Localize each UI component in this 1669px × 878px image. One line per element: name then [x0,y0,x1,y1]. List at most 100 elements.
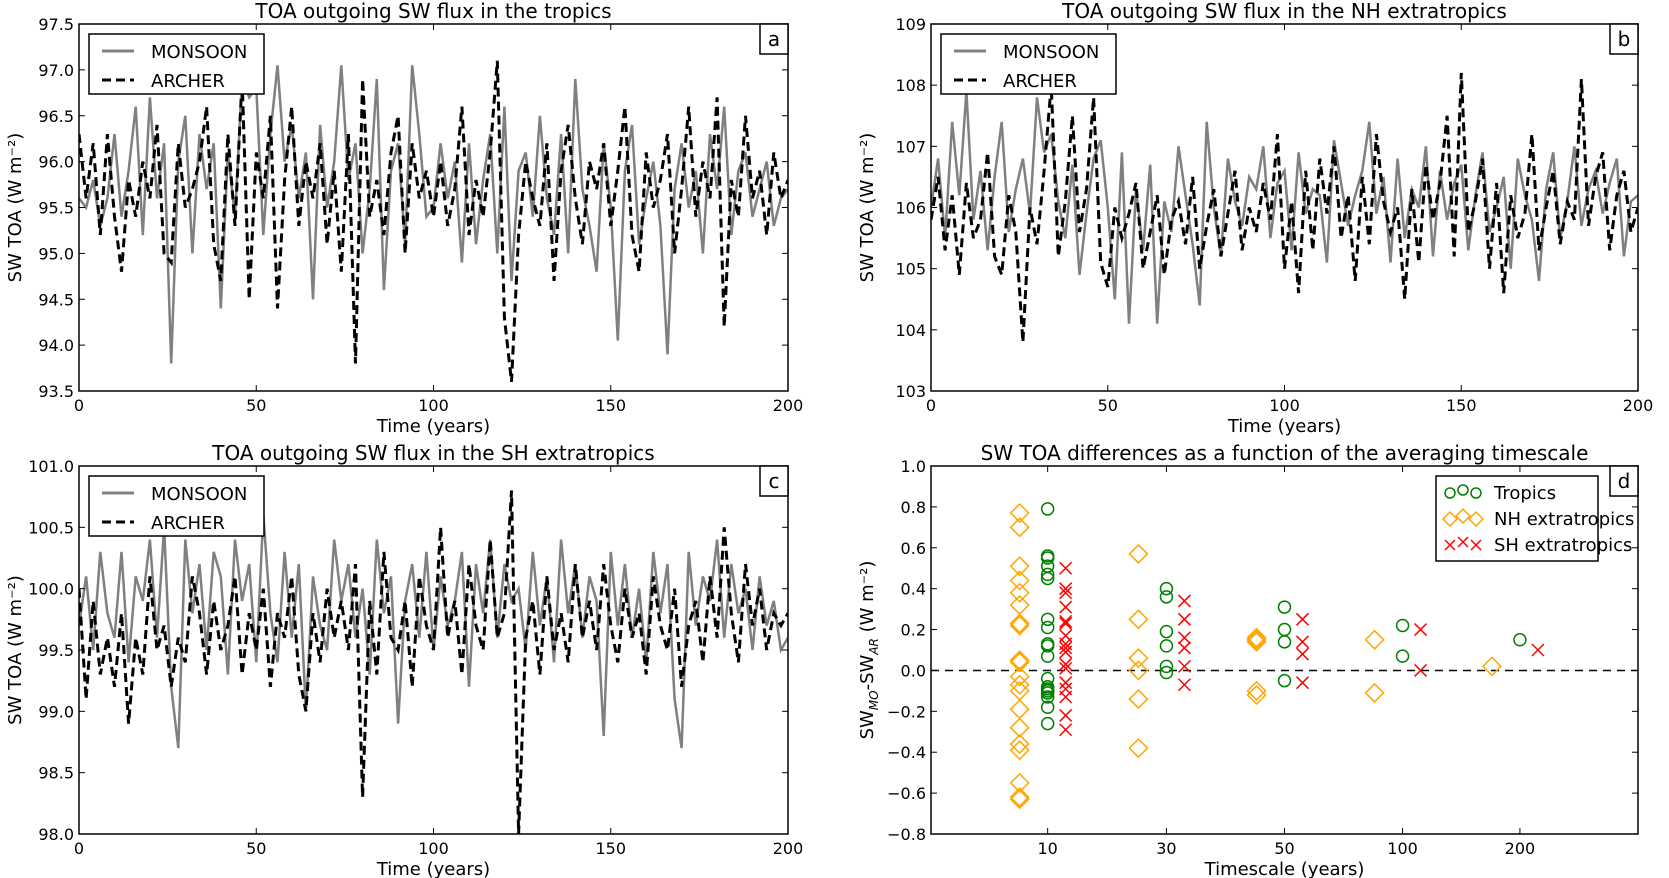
y-axis-label: SWMO-SWAR (W m⁻²) [857,561,881,740]
y-tick-label: 106 [895,199,926,218]
sh-extratropics-marker [1295,635,1310,649]
chart-title: TOA outgoing SW flux in the SH extratrop… [211,441,654,465]
y-axis-label: SW TOA (W m⁻²) [5,575,26,725]
tropics-marker [1277,600,1292,614]
y-tick-label: 107 [895,137,926,156]
nh-extratropics-marker [1128,660,1149,681]
sh-extratropics-marker [1059,641,1073,655]
nh-extratropics-marker [1009,556,1030,577]
x-tick-label: 100 [1269,396,1300,415]
nh-extratropics-marker [1364,682,1385,703]
panel-label-box [759,465,789,497]
nh-extratropics-marker [1364,629,1385,650]
nh-extratropics-marker [1009,666,1030,687]
y-tick-label: 100.5 [28,518,74,537]
nh-extratropics-marker [1128,609,1149,630]
sh-extratropics-marker [1414,623,1428,637]
sh-extratropics-marker [1177,678,1191,692]
sh-extratropics-marker [1059,723,1073,737]
tropics-marker [1159,624,1174,639]
legend-label: ARCHER [151,71,225,92]
y-tick-label: 95.5 [38,199,74,218]
tropics-marker [1040,551,1055,565]
sh-extratropics-marker [1414,663,1428,677]
x-tick-label: 0 [74,839,84,858]
legend-label: MONSOON [1003,42,1099,63]
x-axis-label: Time (years) [376,859,490,878]
legend-label: ARCHER [151,513,225,534]
sh-extratropics-marker [1059,708,1073,722]
y-tick-label: 99.5 [38,641,74,660]
nh-extratropics-marker [1128,689,1149,710]
x-tick-label: 50 [1274,839,1294,858]
sh-extratropics-marker [1059,645,1073,659]
tropics-marker [1040,649,1055,663]
nh-extratropics-marker [1009,594,1030,616]
legend-swatch-nh [1441,510,1459,528]
y-tick-label: 98.5 [38,764,74,783]
tropics-marker [1159,590,1174,604]
series-line-archer [79,60,788,382]
y-tick-label: 104 [895,321,926,340]
series-line-monsoon [931,91,1638,324]
legend-box [1435,475,1599,562]
nh-extratropics-marker [1128,648,1149,669]
legend-swatch-tropics [1470,487,1482,499]
y-tick-label: 93.5 [38,382,74,401]
y-tick-label: 96.5 [38,107,74,126]
y-tick-label: 0.8 [901,498,926,517]
sh-extratropics-marker [1177,612,1191,626]
x-tick-label: 30 [1156,839,1176,858]
legend-label: MONSOON [151,42,247,63]
legend-swatch-tropics [1457,484,1469,496]
legend-label: NH extratropics [1494,509,1634,530]
y-tick-label: 0.2 [901,621,926,640]
nh-extratropics-marker [1246,680,1267,701]
nh-extratropics-marker [1009,517,1030,538]
sh-extratropics-marker [1059,616,1073,630]
nh-extratropics-marker [1009,674,1030,695]
series-line-archer [79,490,788,834]
y-tick-label: 105 [895,260,926,279]
nh-extratropics-marker [1009,789,1030,810]
sh-extratropics-marker [1059,657,1073,671]
panel-label-box [1609,23,1639,55]
y-tick-label: 103 [895,382,926,401]
x-axis-label: Timescale (years) [1204,859,1365,878]
legend-swatch-nh [1454,507,1472,525]
tropics-marker [1040,571,1055,586]
panel-label: b [1618,27,1631,51]
series-line-archer [931,72,1638,343]
tropics-marker [1159,639,1174,653]
sh-extratropics-marker [1059,676,1073,690]
legend-label: Tropics [1493,483,1556,504]
panel-label-box [759,23,789,55]
panel-label-box [1609,465,1639,497]
y-tick-label: 108 [895,76,926,95]
y-tick-label: 97.5 [38,15,74,34]
panel-d: 10 30 50 100 200 −0.8 −0.6 −0.4 −0.2 0.0 0.2 0.4 0.6… [857,441,1639,878]
x-tick-label: 50 [1098,396,1118,415]
x-tick-label: 200 [1505,839,1536,858]
y-tick-label: −0.8 [887,825,926,844]
panel-a: 0 50 100 150 200 93.5 94.0 94.5 95.0 95.5 96.0 96.5… [5,0,803,437]
nh-extratropics-marker [1009,615,1030,636]
sh-extratropics-marker [1177,631,1191,645]
chart-title: TOA outgoing SW flux in the NH extratrop… [1061,0,1507,23]
legend-swatch-nh [1467,510,1485,528]
legend: MONSOON ARCHER [88,475,265,537]
legend-label: MONSOON [151,484,247,505]
sh-extratropics-marker [1177,594,1191,608]
nh-extratropics-marker [1009,787,1030,808]
nh-extratropics-marker [1246,627,1267,648]
tropics-marker [1395,649,1410,663]
legend-box [940,33,1117,95]
x-tick-label: 150 [595,839,626,858]
x-tick-label: 200 [773,839,804,858]
legend: MONSOON ARCHER [88,33,265,95]
nh-extratropics-marker [1009,772,1030,793]
tropics-marker [1159,581,1174,596]
y-tick-label: 101.0 [28,457,74,476]
nh-extratropics-marker [1009,740,1030,761]
